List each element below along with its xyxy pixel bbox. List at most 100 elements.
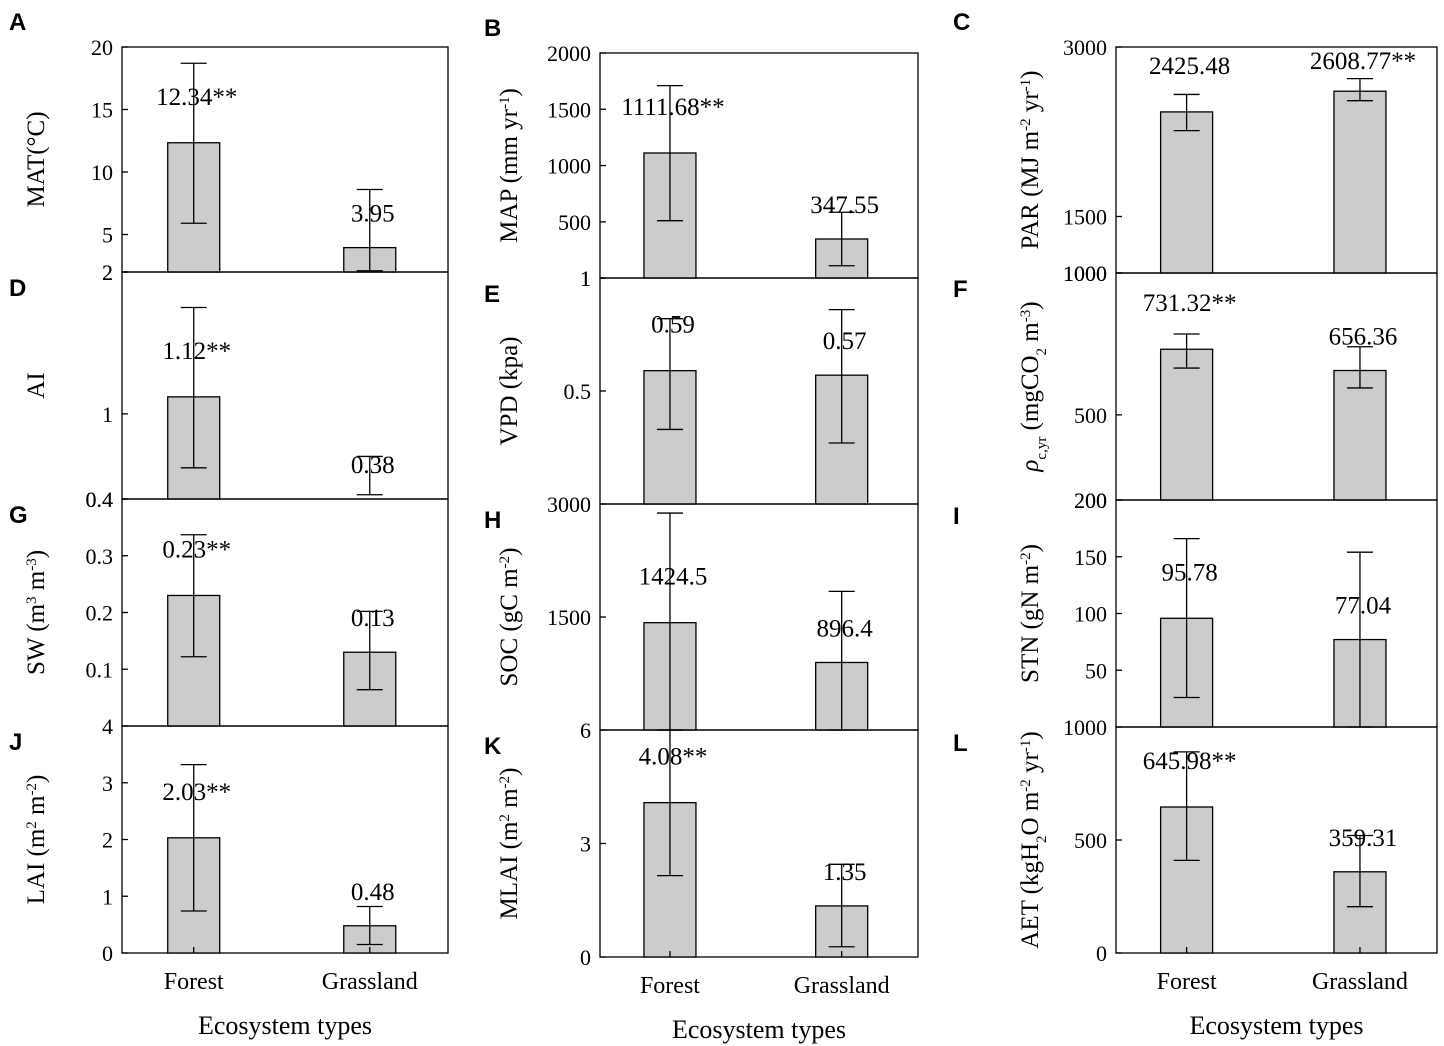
y-tick-label: 1500 <box>547 97 591 122</box>
y-tick-label: 0.3 <box>86 544 114 569</box>
value-label: 12.34** <box>156 84 237 111</box>
y-axis-label: VPD (kpa) <box>496 336 523 445</box>
panel-letter: G <box>9 502 28 529</box>
y-tick-label: 200 <box>1074 488 1107 513</box>
y-tick-label: 0.2 <box>86 601 114 626</box>
value-label: 2608.77** <box>1310 48 1416 75</box>
y-tick-label: 500 <box>1074 828 1107 853</box>
panel-letter: A <box>9 9 26 36</box>
x-axis-area: Ecosystem types Ecosystem types Ecosystem … <box>198 1011 1364 1044</box>
y-axis-label: STN (gN m-2) <box>1017 544 1044 683</box>
panel-l: L 0 500 1000 AET (kgH2O m-2 yr-1) 645.98** 359… <box>953 715 1438 995</box>
y-tick-label: 0 <box>102 941 113 966</box>
x-category-label: Grassland <box>794 973 890 999</box>
panel-e: E 0.5 1 VPD (kpa) 0.59 0.57 <box>484 266 919 505</box>
y-tick-label: 50 <box>1085 658 1107 683</box>
value-label: 1111.68** <box>621 94 724 121</box>
panel-grid: A25101520MAT(°C)12.34**3.95B150010001500… <box>9 9 1438 999</box>
y-tick-label: 1 <box>580 266 591 291</box>
panel-i: I 50 100 150 200 STN (gN m-2) 95.78 77.04 <box>953 488 1438 728</box>
value-label: 359.31 <box>1329 825 1398 852</box>
y-tick-label: 0.4 <box>86 487 114 512</box>
bar-grassland <box>1333 369 1387 501</box>
value-label: 95.78 <box>1161 559 1217 586</box>
bar-forest <box>1159 111 1214 274</box>
panel-letter: C <box>953 9 970 36</box>
y-axis-label: MLAI (m2 m-2) <box>496 768 523 920</box>
x-axis-title: Ecosystem types <box>672 1015 846 1044</box>
panel-j: J 0 1 2 3 4 LAI (m2 m-2) 2.03** 0.48 Forest Grassl… <box>9 714 449 995</box>
value-label: 0.23** <box>162 536 231 563</box>
y-tick-label: 100 <box>1074 602 1107 627</box>
value-label: 0.57 <box>823 328 867 355</box>
panel-c: C 1000 1500 3000 PAR (MJ m-2 yr-1) 2425.48 260… <box>953 9 1438 286</box>
panel-letter: L <box>953 730 968 757</box>
panel-a: A 2 5 10 15 20 MAT(°C) 12.34** 3.95 <box>9 9 449 285</box>
panel-letter: F <box>953 276 968 303</box>
y-tick-label: 20 <box>91 35 113 60</box>
panel-letter: I <box>953 503 960 530</box>
value-label: 731.32** <box>1143 290 1237 317</box>
value-label: 1.12** <box>162 338 231 365</box>
panel-k: K 0 3 6 MLAI (m2 m-2) 4.08** 1.35 Forest Grassla… <box>484 718 919 999</box>
panel-d: D 0.4 1 2 AI 1.12** 0.38 <box>9 260 449 512</box>
value-label: 896.4 <box>817 615 874 642</box>
y-tick-label: 1 <box>580 266 591 291</box>
y-tick-label: 200 <box>1074 488 1107 513</box>
value-label: 0.59 <box>651 312 695 339</box>
y-tick-label: 150 <box>1074 545 1107 570</box>
panel-f: F 200 500 1000 ρc,yr (mgCO2 m-3) 731.32** 656.… <box>953 261 1438 513</box>
x-category-label: Grassland <box>1312 969 1408 995</box>
value-label: 2.03** <box>162 779 231 806</box>
y-tick-label: 3000 <box>1063 35 1107 60</box>
panel-letter: D <box>9 275 26 302</box>
y-axis-label: SOC (gC m-2) <box>496 548 523 687</box>
y-tick-label: 10 <box>91 160 113 185</box>
panel-letter: J <box>9 729 22 756</box>
x-axis-title: Ecosystem types <box>1189 1011 1363 1040</box>
value-label: 0.13 <box>351 605 395 632</box>
value-label: 77.04 <box>1335 593 1392 620</box>
y-tick-label: 500 <box>1074 403 1107 428</box>
x-category-label: Forest <box>640 973 700 999</box>
y-tick-label: 1 <box>102 884 113 909</box>
y-tick-label: 6 <box>580 718 591 743</box>
value-label: 645.98** <box>1143 748 1237 775</box>
value-label: 2425.48 <box>1149 53 1230 80</box>
y-tick-label: 3 <box>102 771 113 796</box>
y-tick-label: 1000 <box>1063 261 1107 286</box>
value-label: 3.95 <box>351 201 395 228</box>
y-tick-label: 0.4 <box>86 487 114 512</box>
panel-g: G 0.1 0.2 0.3 0.4 SW (m3 m-3) 0.23** 0.13 <box>9 487 449 727</box>
y-tick-label: 1 <box>102 402 113 427</box>
y-axis-label: AET (kgH2O m-2 yr-1) <box>1017 731 1050 948</box>
y-axis-label: MAP (mm yr-1) <box>496 88 523 243</box>
panel-letter: E <box>484 281 500 308</box>
y-tick-label: 500 <box>558 210 591 235</box>
y-tick-label: 1000 <box>547 154 591 179</box>
value-label: 656.36 <box>1329 324 1398 351</box>
y-tick-label: 3000 <box>547 492 591 517</box>
panel-letter: K <box>484 733 502 760</box>
y-tick-label: 2 <box>102 828 113 853</box>
y-axis-label: ρc,yr (mgCO2 m-3) <box>1017 301 1050 472</box>
y-tick-label: 4 <box>102 714 113 739</box>
y-tick-label: 2 <box>102 260 113 285</box>
bar-forest <box>1159 348 1214 501</box>
y-tick-label: 0.5 <box>564 379 592 404</box>
panel-h: H 1500 3000 SOC (gC m-2) 1424.5 896.4 <box>484 492 919 731</box>
y-axis-label: LAI (m2 m-2) <box>23 775 50 905</box>
y-axis-label: AI <box>23 372 50 398</box>
value-label: 0.48 <box>351 879 395 906</box>
panel-letter: B <box>484 15 501 42</box>
y-axis-label: MAT(°C) <box>23 111 50 207</box>
y-tick-label: 0 <box>580 945 591 970</box>
y-tick-label: 1500 <box>1063 205 1107 230</box>
value-label: 0.38 <box>351 452 395 479</box>
y-tick-label: 0 <box>1096 941 1107 966</box>
bar-grassland <box>1333 90 1387 274</box>
y-tick-label: 1000 <box>1063 261 1107 286</box>
y-axis-label: SW (m3 m-3) <box>23 550 50 675</box>
y-tick-label: 0.1 <box>86 657 114 682</box>
